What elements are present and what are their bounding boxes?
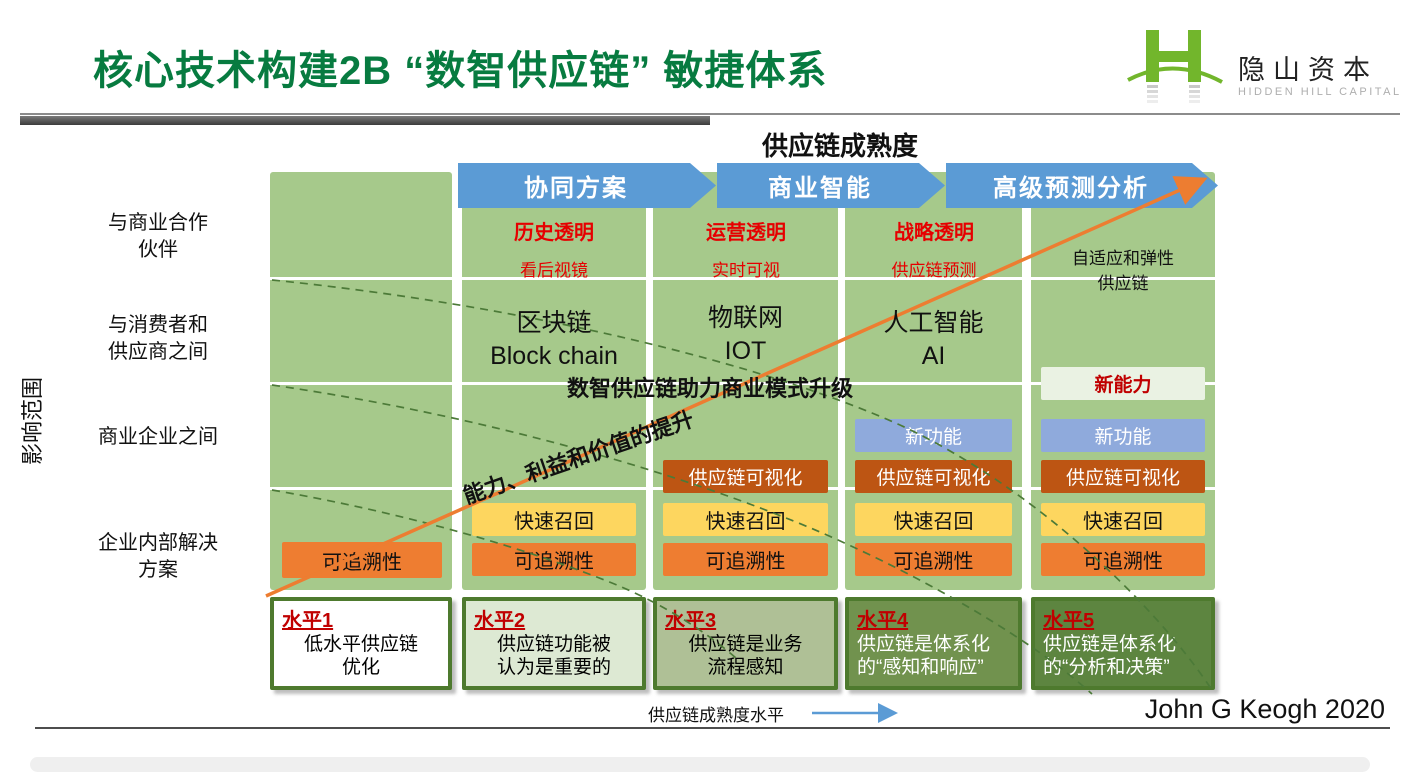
level-title: 水平5: [1043, 610, 1095, 632]
stage-arrow-business-intelligence: 商业智能: [717, 163, 945, 208]
tech-cn: 物联网: [707, 304, 783, 332]
row-label-business-partners: 与商业合作 伙伴: [108, 212, 208, 261]
impact-axis-label: 影响范围: [20, 377, 45, 466]
transparency-operational: 运营透明 实时可视: [654, 216, 838, 281]
level-desc: 供应链是体系化 的“感知和响应”: [857, 634, 991, 678]
maturity-axis-title: 供应链成熟度: [761, 131, 918, 161]
tech-cn: 人工智能: [883, 309, 984, 337]
box-traceability: 可追溯性: [282, 542, 442, 578]
transparency-sub: 看后视镜: [520, 261, 588, 280]
level-desc: 供应链是体系化 的“分析和决策”: [1043, 634, 1177, 678]
transparency-title: 运营透明: [706, 222, 786, 244]
footer-bar: [30, 757, 1370, 772]
level-5-box: 水平5 供应链是体系化 的“分析和决策”: [1031, 597, 1215, 690]
tech-en: Block chain: [490, 341, 618, 370]
box-traceability: 可追溯性: [855, 543, 1012, 576]
box-supply-chain-visibility: 供应链可视化: [663, 460, 828, 493]
box-traceability: 可追溯性: [1041, 543, 1205, 576]
level-desc: 低水平供应链 优化: [303, 634, 418, 678]
logo-name-en: HIDDEN HILL CAPITAL: [1238, 86, 1402, 98]
header-divider-line: [20, 113, 1400, 115]
level-title: 水平3: [665, 610, 717, 632]
box-rapid-recall: 快速召回: [663, 503, 828, 536]
box-supply-chain-visibility: 供应链可视化: [855, 460, 1012, 493]
box-new-capability: 新能力: [1041, 367, 1205, 400]
attribution-text: John G Keogh 2020: [1144, 694, 1385, 724]
level-title: 水平2: [474, 610, 526, 632]
row-label-consumers-suppliers: 与消费者和 供应商之间: [108, 314, 208, 363]
footer-divider-line: [35, 727, 1390, 729]
level-desc: 供应链功能被 认为是重要的: [496, 634, 611, 678]
transparency-title: 战略透明: [894, 222, 974, 244]
tech-en: IOT: [724, 336, 767, 365]
level-1-box: 水平1 低水平供应链 优化: [270, 597, 452, 690]
column-1: [270, 172, 452, 590]
page-title: 核心技术构建2B “数智供应链” 敏捷体系: [93, 49, 828, 93]
level-title: 水平1: [282, 610, 334, 632]
level-4-box: 水平4 供应链是体系化 的“感知和响应”: [845, 597, 1022, 690]
row-label-between-enterprises: 商业企业之间: [98, 426, 218, 448]
level-title: 水平4: [857, 610, 909, 632]
header-divider-bar: [20, 116, 710, 125]
tech-ai: 人工智能 AI: [845, 307, 1022, 372]
level-2-box: 水平2 供应链功能被 认为是重要的: [462, 597, 646, 690]
row-label-internal-solutions: 企业内部解决 方案: [98, 532, 218, 581]
box-rapid-recall: 快速召回: [1041, 503, 1205, 536]
stage-arrow-collaboration: 协同方案: [458, 163, 716, 208]
level-3-box: 水平3 供应链是业务 流程感知: [653, 597, 838, 690]
box-supply-chain-visibility: 供应链可视化: [1041, 460, 1205, 493]
stage-arrow-advanced-analytics: 高级预测分析: [946, 163, 1218, 208]
tech-blockchain: 区块链 Block chain: [462, 307, 646, 372]
transparency-sub: 实时可视: [712, 261, 780, 280]
adaptive-resilient-label: 自适应和弹性 供应链: [1072, 249, 1174, 293]
box-new-function: 新功能: [1041, 419, 1205, 452]
tech-iot: 物联网 IOT: [653, 302, 838, 367]
box-traceability: 可追溯性: [663, 543, 828, 576]
tech-cn: 区块链: [516, 309, 592, 337]
box-rapid-recall: 快速召回: [472, 503, 636, 536]
transparency-historical: 历史透明 看后视镜: [462, 216, 646, 281]
transparency-title: 历史透明: [514, 222, 594, 244]
logo-name-cn: 隐山资本: [1238, 55, 1378, 85]
level-desc: 供应链是业务 流程感知: [688, 634, 803, 678]
maturity-axis-bottom-label: 供应链成熟度水平: [648, 706, 784, 725]
transparency-sub: 供应链预测: [891, 261, 977, 280]
hidden-hill-logo-icon: [1127, 30, 1223, 103]
box-new-function: 新功能: [855, 419, 1012, 452]
box-traceability: 可追溯性: [472, 543, 636, 576]
box-rapid-recall: 快速召回: [855, 503, 1012, 536]
transparency-strategic: 战略透明 供应链预测: [842, 216, 1026, 281]
tech-en: AI: [921, 341, 946, 370]
